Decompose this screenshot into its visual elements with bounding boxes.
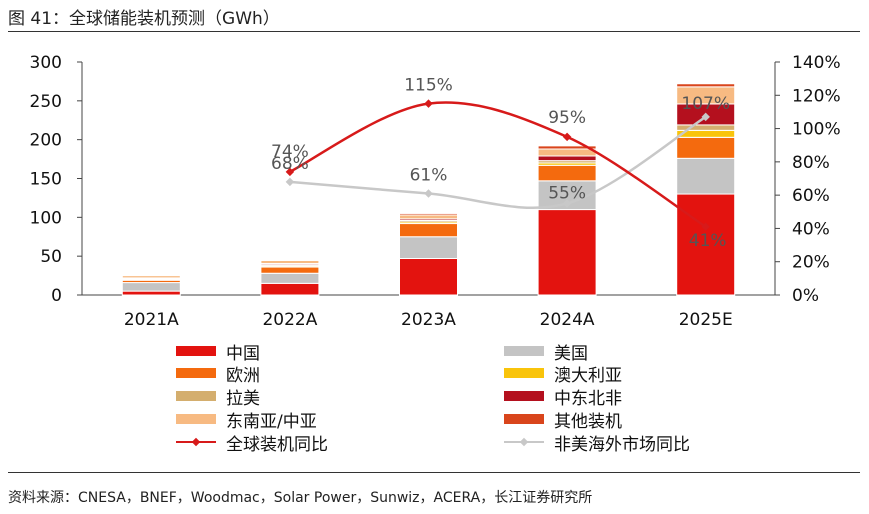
line-data-label: 107% — [681, 94, 730, 114]
chart-title: 图 41：全球储能装机预测（GWh） — [8, 9, 280, 29]
bar-segment — [676, 136, 736, 159]
y-left-tick-label: 150 — [30, 170, 62, 190]
legend-item-others: 其他装机 — [504, 409, 622, 432]
top-rule — [8, 31, 860, 32]
legend-swatch-others — [504, 414, 544, 424]
x-tick-label: 2022A — [262, 310, 317, 330]
legend-label-usa: 美国 — [554, 343, 588, 364]
chart-plot: 0 50 100 150 200 250 300 0% 20% 40% 60% 80% 100% 120%… — [30, 53, 841, 330]
legend-label-global-yoy: 全球装机同比 — [226, 434, 328, 455]
bar-segment — [260, 259, 320, 261]
bar-segment — [676, 83, 736, 88]
line-data-label: 41% — [689, 231, 727, 251]
bar-segment — [537, 209, 597, 296]
legend-swatch-australia — [504, 368, 544, 378]
legend-item-mena: 中东北非 — [504, 386, 622, 409]
bar-segment — [537, 145, 597, 150]
y-right-tick-label: 20% — [792, 253, 830, 273]
line-global-yoy — [289, 115, 707, 210]
legend-label-latam: 拉美 — [226, 388, 260, 409]
y-left-tick-label: 250 — [30, 92, 62, 112]
line-marker — [424, 99, 433, 108]
x-tick-label: 2021A — [124, 310, 179, 330]
y-right-tick-label: 100% — [792, 120, 841, 140]
bar-segment — [537, 164, 597, 182]
legend-label-australia: 澳大利亚 — [554, 365, 622, 386]
y-right-tick-label: 140% — [792, 53, 841, 73]
x-tick-label: 2024A — [540, 310, 595, 330]
line-marker — [285, 177, 295, 187]
line-data-label: 95% — [548, 108, 586, 128]
legend-label-china: 中国 — [226, 343, 260, 364]
y-right-tick-label: 120% — [792, 86, 841, 106]
legend-item-sea-ca: 东南亚/中亚 — [176, 409, 317, 432]
y-left-tick-label: 100 — [30, 208, 62, 228]
legend-swatch-mena — [504, 391, 544, 401]
y-left-tick-label: 300 — [30, 53, 62, 73]
y-right-tick-label: 80% — [792, 153, 830, 173]
legend-swatch-usa — [504, 346, 544, 356]
bar-segment — [260, 266, 320, 274]
bar-segment — [537, 148, 597, 157]
legend-item-global-yoy: 全球装机同比 — [176, 432, 328, 455]
y-left-tick-label: 0 — [51, 286, 62, 306]
line-data-label: 74% — [271, 142, 309, 162]
bar-segment — [121, 282, 181, 292]
line-data-label: 61% — [410, 165, 448, 185]
legend-item-latam: 拉美 — [176, 386, 260, 409]
y-right-tick-label: 40% — [792, 219, 830, 239]
bar-segment — [676, 157, 736, 195]
y-right-tick-label: 60% — [792, 186, 830, 206]
legend-label-others: 其他装机 — [554, 411, 622, 432]
y-right-tick-label: 0% — [792, 286, 819, 306]
legend-line-nonus-yoy — [504, 437, 544, 447]
bar-segment — [399, 214, 458, 220]
legend-swatch-latam — [176, 391, 216, 401]
bar-segment — [399, 223, 458, 238]
x-tick-label: 2025E — [679, 310, 733, 330]
bar-segment — [676, 193, 736, 296]
line-marker — [562, 132, 572, 142]
bar-segment — [260, 272, 320, 284]
legend-label-europe: 欧洲 — [226, 365, 260, 386]
line-marker — [285, 167, 295, 177]
legend-item-europe: 欧洲 — [176, 363, 260, 386]
bottom-rule — [8, 472, 860, 473]
legend-item-usa: 美国 — [504, 341, 588, 364]
line-data-label: 68% — [271, 154, 309, 174]
line-nonus-yoy — [289, 101, 707, 228]
bar-segment — [399, 236, 458, 259]
x-tick-label: 2023A — [401, 310, 456, 330]
bar-segment — [676, 124, 736, 131]
bar-segment — [399, 257, 458, 296]
legend-swatch-sea-ca — [176, 414, 216, 424]
bar-segment — [399, 212, 458, 216]
y-left-tick-label: 50 — [40, 247, 62, 267]
legend-label-sea-ca: 东南亚/中亚 — [226, 411, 317, 432]
legend-line-global-yoy — [176, 437, 216, 447]
bar-segment — [121, 274, 181, 277]
legend-label-mena: 中东北非 — [554, 388, 622, 409]
legend-swatch-europe — [176, 368, 216, 378]
y-left-tick-label: 200 — [30, 131, 62, 151]
bar-segment — [260, 282, 320, 296]
source-note: 资料来源：CNESA，BNEF，Woodmac，Solar Power，Sunw… — [8, 490, 593, 506]
line-data-label: 115% — [404, 76, 453, 96]
legend-item-nonus-yoy: 非美海外市场同比 — [504, 432, 690, 455]
bar-segment — [121, 290, 181, 296]
legend-label-nonus-yoy: 非美海外市场同比 — [554, 434, 690, 455]
legend-swatch-china — [176, 346, 216, 356]
line-marker — [424, 189, 433, 198]
line-data-label: 55% — [548, 183, 586, 203]
bar-segment — [537, 155, 597, 162]
legend-item-china: 中国 — [176, 341, 260, 364]
legend-item-australia: 澳大利亚 — [504, 363, 622, 386]
